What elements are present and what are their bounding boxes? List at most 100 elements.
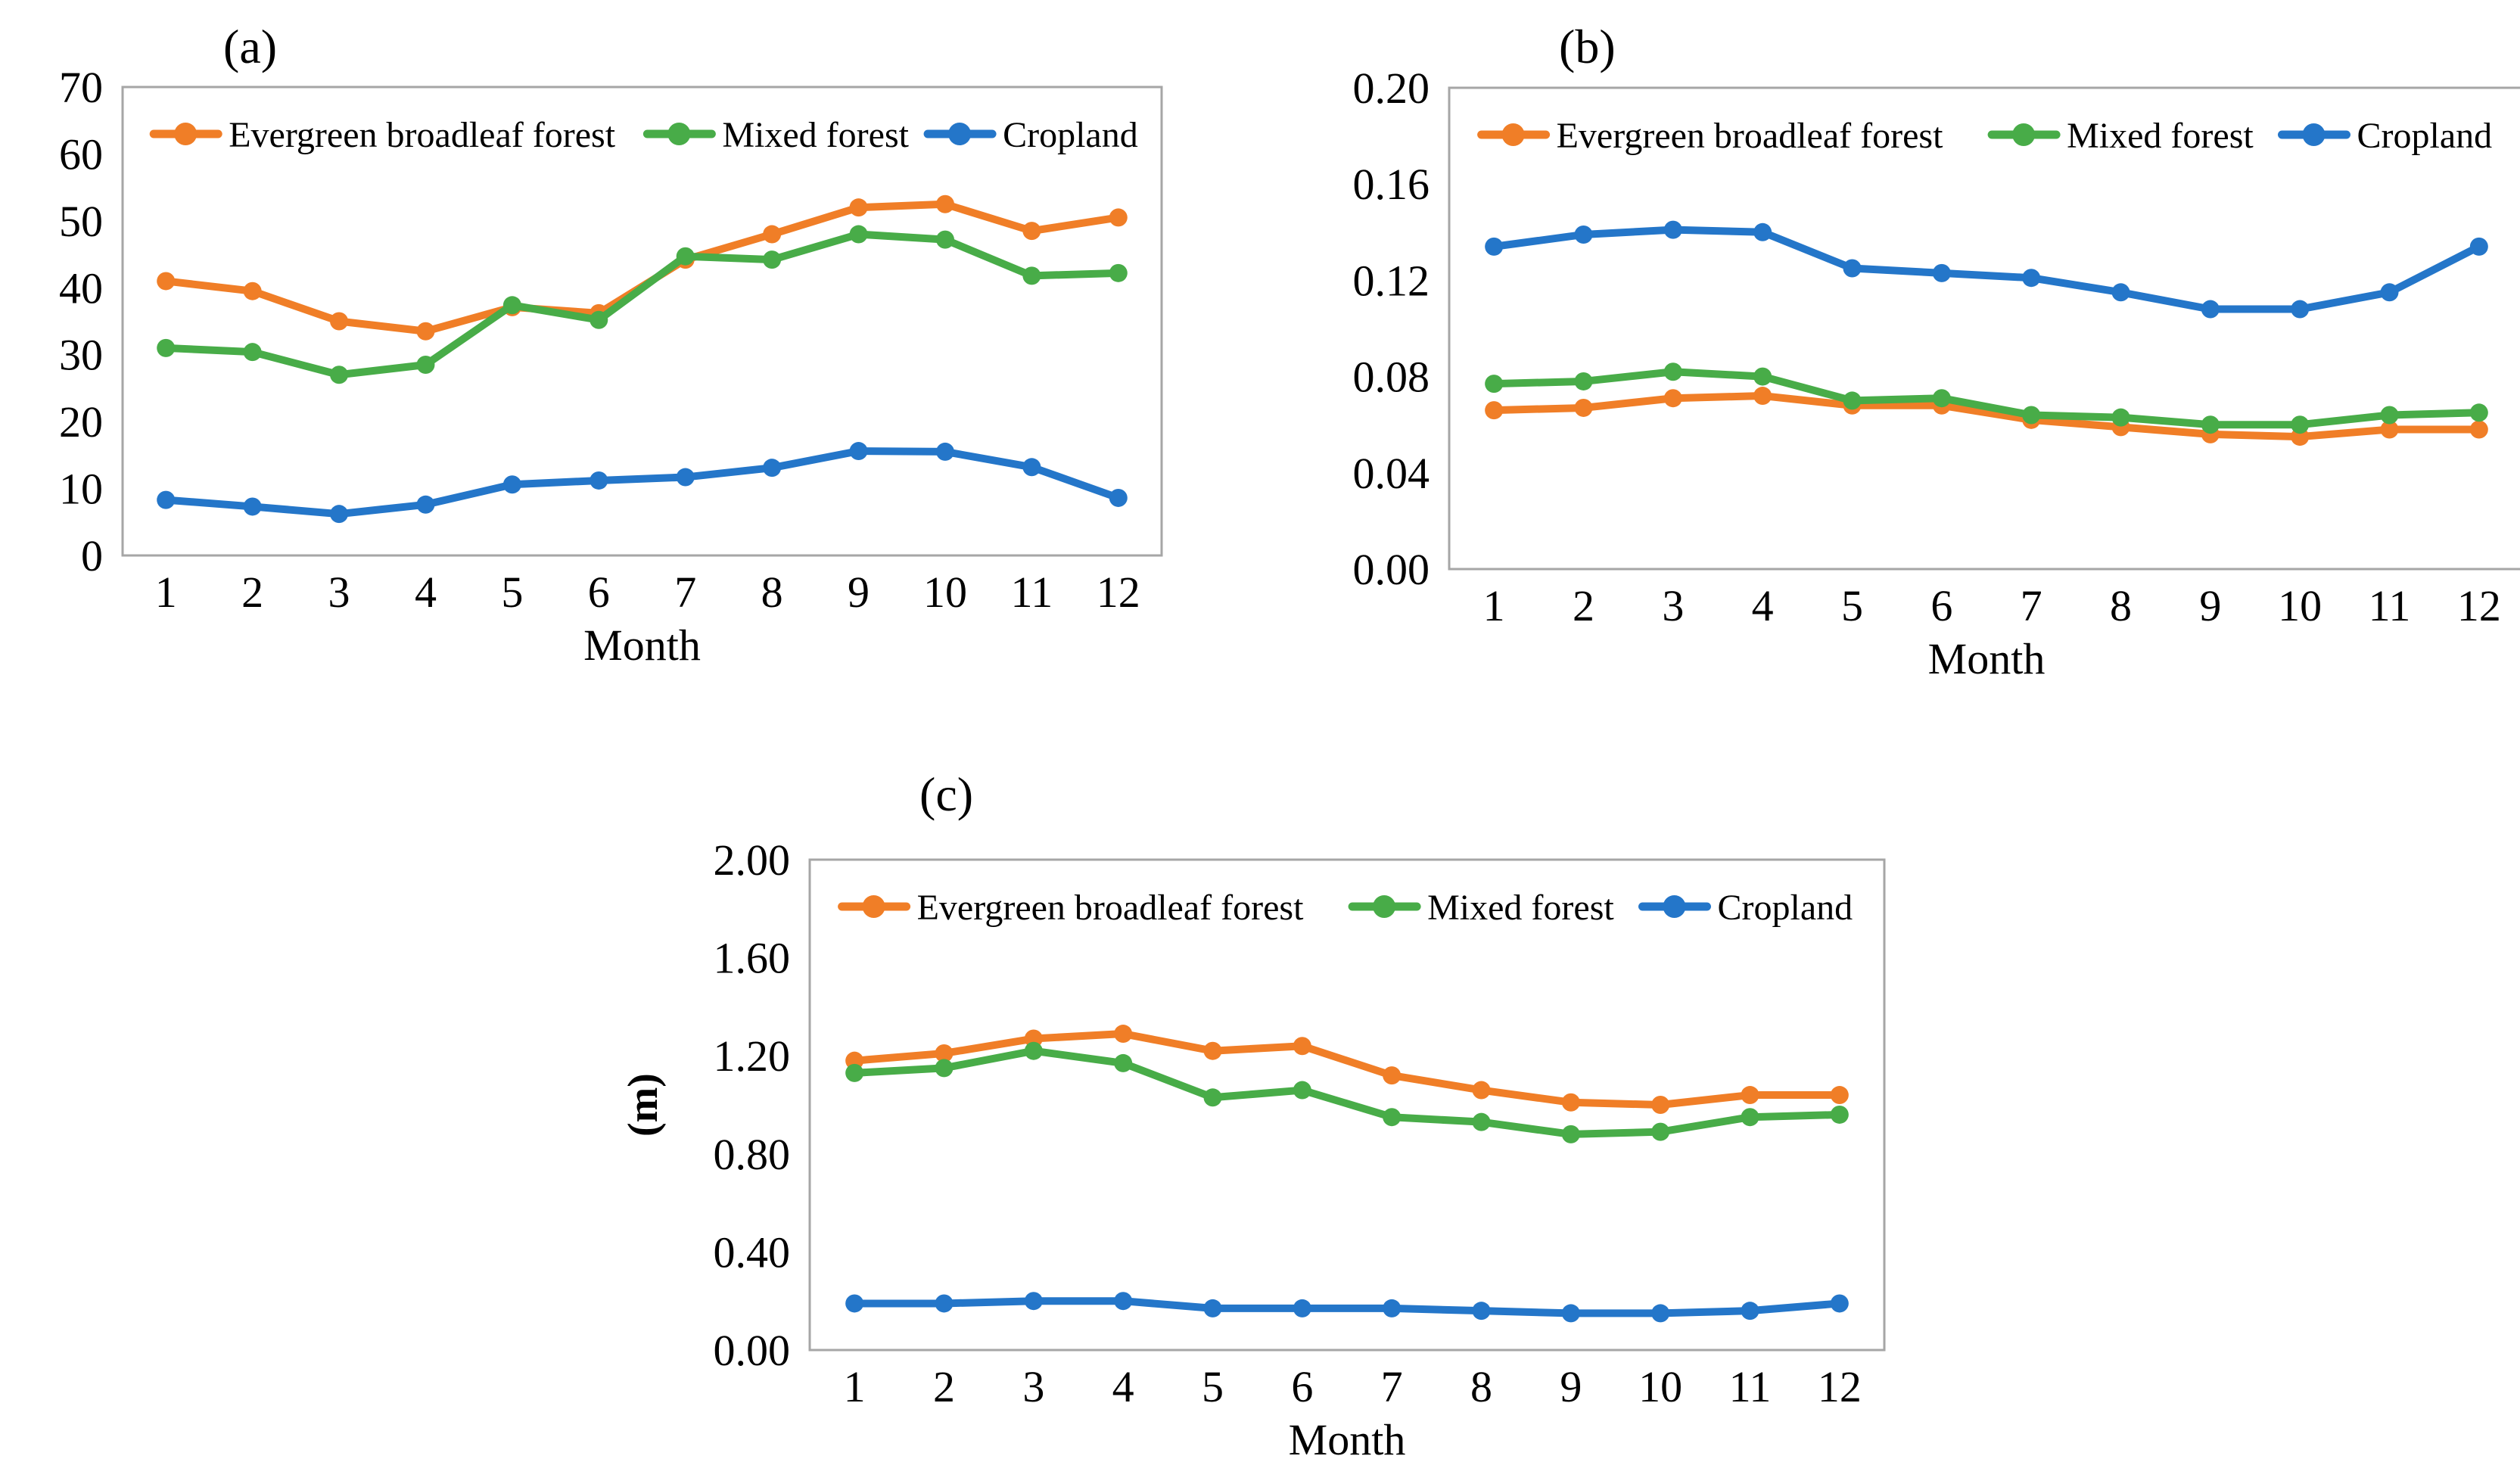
- x-tick-label: 7: [1381, 1362, 1403, 1411]
- legend-label: Cropland: [1718, 888, 1853, 928]
- series-point-cropland: [1741, 1302, 1759, 1321]
- series-point-cropland: [1109, 488, 1128, 507]
- x-tick-label: 10: [1638, 1362, 1682, 1411]
- series-point-evergreen-broadleaf-forest: [1663, 389, 1682, 408]
- y-tick-label: 0.80: [714, 1130, 791, 1179]
- series-point-mixed-forest: [330, 366, 349, 384]
- x-tick-label: 3: [1662, 581, 1684, 630]
- series-point-evergreen-broadleaf-forest: [763, 225, 782, 244]
- y-tick-label: 0.00: [1353, 545, 1430, 594]
- series-point-cropland: [1561, 1304, 1580, 1323]
- series-point-mixed-forest: [1843, 391, 1862, 410]
- x-tick-label: 7: [674, 568, 696, 617]
- y-tick-label: 0.40: [714, 1227, 791, 1277]
- y-tick-label: 20: [59, 397, 103, 446]
- y-tick-label: 1.20: [714, 1031, 791, 1081]
- series-point-mixed-forest: [1574, 372, 1593, 390]
- series-point-mixed-forest: [1830, 1105, 1849, 1124]
- y-tick-label: 0.12: [1353, 256, 1430, 305]
- series-point-mixed-forest: [2469, 403, 2488, 422]
- y-tick-label: 2.00: [714, 835, 791, 885]
- series-point-cropland: [1293, 1299, 1311, 1317]
- y-tick-label: 50: [59, 197, 103, 246]
- series-point-cropland: [1830, 1294, 1849, 1313]
- legend-label: Cropland: [1003, 115, 1138, 155]
- y-tick-label: 1.60: [714, 934, 791, 983]
- x-axis-title: Month: [1289, 1415, 1406, 1459]
- x-tick-label: 6: [1930, 581, 1952, 630]
- series-point-cropland: [845, 1294, 864, 1313]
- chart-panel-c: (c) 0.00 0.40 0.80 1.20 1.60 2.00 1 2 3 4 5 6 7 8 9 10 1…: [590, 736, 1922, 1459]
- series-point-mixed-forest: [502, 296, 521, 315]
- x-tick-label: 11: [1729, 1362, 1772, 1411]
- series-point-cropland: [1114, 1292, 1133, 1311]
- y-tick-label: 0.00: [714, 1326, 791, 1375]
- series-point-cropland: [1022, 458, 1041, 477]
- series-point-evergreen-broadleaf-forest: [1561, 1093, 1580, 1112]
- series-point-mixed-forest: [1293, 1081, 1311, 1100]
- series-point-evergreen-broadleaf-forest: [1022, 222, 1041, 241]
- legend-label: Evergreen broadleaf forest: [917, 888, 1305, 928]
- series-point-cropland: [1383, 1299, 1402, 1317]
- legend-label: Mixed forest: [722, 115, 909, 155]
- legend-marker-dot: [862, 895, 885, 918]
- series-point-evergreen-broadleaf-forest: [1651, 1096, 1670, 1114]
- x-tick-label: 2: [241, 568, 263, 617]
- panel-label-b: (b): [1559, 20, 1616, 73]
- series-point-cropland: [1574, 225, 1593, 244]
- y-tick-label: 0.04: [1353, 449, 1430, 498]
- series-mixed-forest: [157, 225, 1128, 384]
- series-point-mixed-forest: [1485, 375, 1504, 394]
- legend-item: Evergreen broadleaf forest: [149, 115, 616, 155]
- series-point-evergreen-broadleaf-forest: [1753, 387, 1772, 406]
- x-tick-label: 7: [2021, 581, 2042, 630]
- series-point-evergreen-broadleaf-forest: [935, 194, 954, 213]
- series-line-mixed-forest: [1490, 368, 2483, 429]
- series-point-evergreen-broadleaf-forest: [1830, 1086, 1849, 1105]
- series-mixed-forest: [1485, 362, 2488, 434]
- series-point-evergreen-broadleaf-forest: [2380, 420, 2399, 439]
- series-point-evergreen-broadleaf-forest: [1574, 398, 1593, 417]
- series-point-cropland: [416, 495, 435, 514]
- plot-frame: [808, 858, 1886, 1352]
- x-tick-label: 12: [1097, 568, 1140, 617]
- legend-marker-dot: [2012, 123, 2036, 146]
- series-point-cropland: [1485, 237, 1504, 256]
- legend-item: Cropland: [1638, 888, 1853, 928]
- legend-label: Evergreen broadleaf forest: [229, 115, 616, 155]
- series-point-evergreen-broadleaf-forest: [935, 1044, 954, 1062]
- series-mixed-forest: [845, 1041, 1849, 1143]
- x-tick-label: 8: [1470, 1362, 1492, 1411]
- x-axis-title: Month: [1928, 634, 2046, 683]
- series-point-cropland: [676, 468, 695, 487]
- series-point-cropland: [1663, 220, 1682, 239]
- series-line-evergreen-broadleaf-forest: [162, 200, 1122, 335]
- series-point-cropland: [2022, 269, 2041, 288]
- legend-marker-dot: [174, 123, 198, 145]
- legend-item: Mixed forest: [1987, 116, 2254, 156]
- x-tick-label: 11: [2369, 581, 2411, 630]
- series-point-cropland: [2291, 300, 2310, 319]
- x-tick-label: 8: [761, 568, 783, 617]
- series-cropland: [157, 442, 1128, 524]
- legend-item: Mixed forest: [1348, 888, 1614, 928]
- series-point-evergreen-broadleaf-forest: [157, 272, 176, 291]
- series-point-mixed-forest: [1932, 389, 1951, 408]
- legend-item: Evergreen broadleaf forest: [1477, 116, 1943, 156]
- legend-item: Cropland: [2278, 116, 2492, 156]
- series-line-cropland: [162, 447, 1122, 518]
- x-tick-label: 3: [1022, 1362, 1044, 1411]
- series-point-mixed-forest: [1024, 1041, 1043, 1060]
- series-point-mixed-forest: [2022, 406, 2041, 425]
- series-point-evergreen-broadleaf-forest: [1109, 208, 1128, 227]
- x-tick-label: 5: [1202, 1362, 1224, 1411]
- series-line-cropland: [1490, 226, 2483, 313]
- chart-panel-a: (a) 0 10 20 30 40 50 60 70 1 2 3 4 5 6 7 8 9 10 11 12 Month E…: [30, 12, 1286, 736]
- x-tick-label: 8: [2110, 581, 2132, 630]
- series-point-cropland: [1651, 1304, 1670, 1323]
- series-point-evergreen-broadleaf-forest: [1293, 1037, 1311, 1056]
- series-point-cropland: [243, 497, 262, 516]
- legend-marker-dot: [1663, 895, 1686, 918]
- series-point-cropland: [935, 442, 954, 461]
- series-point-mixed-forest: [2291, 415, 2310, 434]
